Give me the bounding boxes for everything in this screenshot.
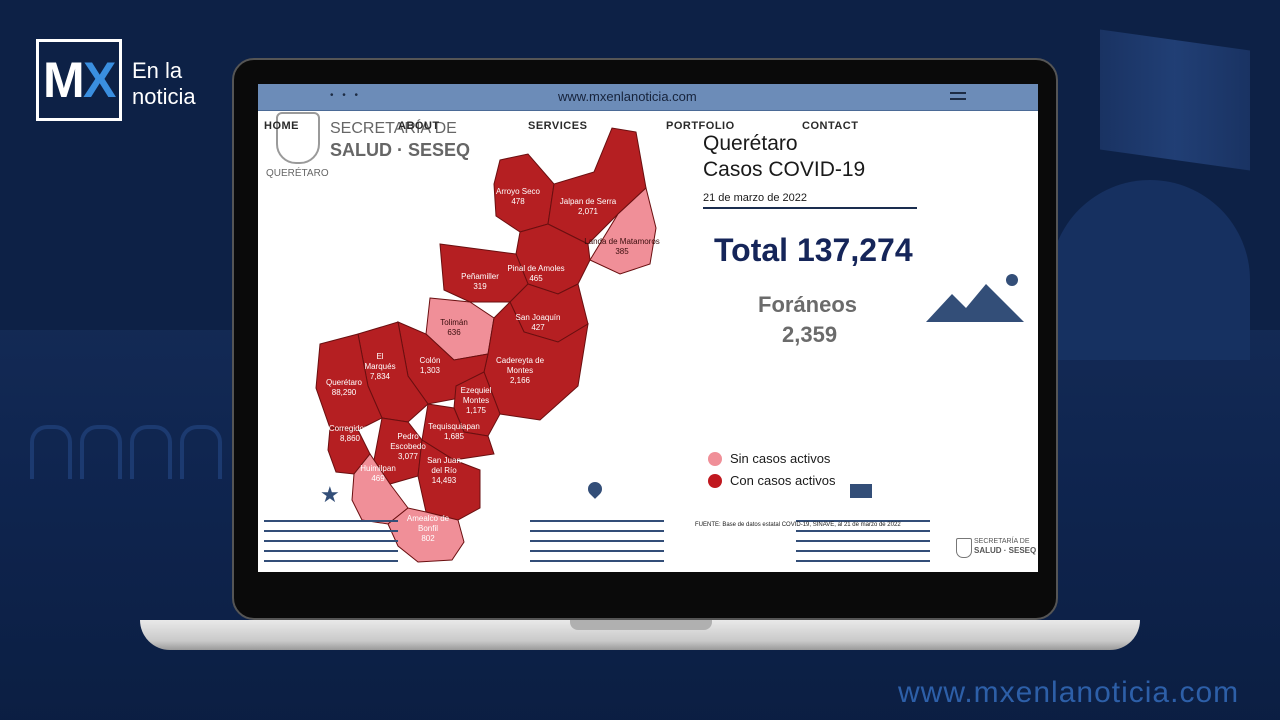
nav-about[interactable]: ABOUT [398, 120, 440, 132]
brand-logo: M X [36, 39, 122, 121]
municipality-label: Pedro Escobedo 3,077 [390, 432, 426, 461]
laptop-screen: • • • www.mxenlanoticia.com SECRETARÍA D… [258, 84, 1038, 572]
legend-label: Sin casos activos [730, 451, 831, 466]
nav-home[interactable]: HOME [264, 120, 299, 132]
laptop-notch [570, 620, 712, 630]
brand-name-line2: noticia [132, 84, 196, 109]
municipality-label: San Joaquín 427 [515, 313, 561, 332]
star-icon[interactable]: ★ [320, 482, 340, 507]
browser-bar: • • • www.mxenlanoticia.com [258, 84, 1038, 111]
foraneos-value: 2,359 [782, 322, 838, 347]
brand-name-line1: En la [132, 58, 183, 83]
logo-letter-x: X [83, 52, 117, 108]
footer-text-lines [530, 520, 664, 570]
background-arch [180, 425, 222, 479]
background-dome [1050, 180, 1250, 360]
municipality-label: San Juan del Río 14,493 [427, 456, 461, 485]
municipality-label: Peñamiller 319 [461, 272, 499, 291]
agency-state: QUERÉTARO [266, 168, 329, 179]
source-note: FUENTE: Base de datos estatal COVID-19, … [695, 522, 901, 528]
municipality-label: Ezequiel Montes 1,175 [460, 386, 492, 415]
date-underline [703, 207, 917, 209]
municipality-label: Tequisquiapan 1,685 [428, 422, 480, 441]
state-emblem-icon [276, 112, 320, 164]
municipality-label: El Marqués 7,834 [364, 352, 396, 381]
municipality-label: Cadereyta de Montes 2,166 [495, 356, 545, 385]
site-url[interactable]: www.mxenlanoticia.com [898, 676, 1240, 709]
municipality-label: Querétaro 88,290 [325, 378, 363, 397]
hamburger-menu-icon[interactable] [950, 92, 966, 100]
municipality-label: Huimilpan 469 [360, 464, 396, 483]
foraneos-label: Foráneos [758, 292, 858, 317]
legend-swatch-icon [708, 452, 722, 466]
report-title-line2: Casos COVID-19 [703, 158, 866, 181]
logo-letter-m: M [43, 52, 85, 108]
map-region-jalpan-de-serra [547, 127, 647, 245]
municipality-label: Corregidora 8,860 [328, 424, 372, 443]
background-arch [130, 425, 172, 479]
background-arch [30, 425, 72, 479]
agency-line1: SECRETARÍA DE [330, 120, 457, 137]
card-icon[interactable] [850, 484, 872, 498]
brand-name: En la noticia [132, 58, 196, 110]
footer-text-lines [796, 520, 930, 570]
report-title-line1: Querétaro [703, 132, 798, 155]
municipality-label: Jalpan de Serra 2,071 [559, 197, 617, 216]
legend-swatch-icon [708, 474, 722, 488]
legend-label: Con casos activos [730, 473, 836, 488]
municipality-label: Colón 1,303 [419, 356, 441, 375]
report-date: 21 de marzo de 2022 [703, 192, 807, 204]
background-arch [80, 425, 122, 479]
nav-services[interactable]: SERVICES [528, 120, 588, 132]
map-region-queretaro [315, 333, 383, 431]
footer-text-lines [264, 520, 398, 570]
municipality-label: Pinal de Amoles 465 [507, 264, 565, 283]
municipality-label: Arroyo Seco 478 [495, 187, 541, 206]
queretaro-map [315, 127, 657, 563]
background-flag [1100, 29, 1250, 171]
nav-contact[interactable]: CONTACT [802, 120, 859, 132]
address-bar-url[interactable]: www.mxenlanoticia.com [558, 89, 697, 104]
agency-line2: SALUD · SESEQ [330, 140, 471, 160]
municipality-label: Landa de Matamoros 385 [584, 237, 660, 256]
mountain-image-icon [926, 274, 1024, 322]
state-emblem-icon [956, 538, 972, 558]
window-controls[interactable]: • • • [330, 90, 362, 101]
nav-portfolio[interactable]: PORTFOLIO [666, 120, 735, 132]
total-cases: Total 137,274 [714, 232, 913, 268]
map-region-amealco-de-bonfil [387, 507, 465, 563]
municipality-label: Tolimán 636 [440, 318, 468, 337]
municipality-label: Amealco de Bonfil 802 [406, 514, 450, 543]
